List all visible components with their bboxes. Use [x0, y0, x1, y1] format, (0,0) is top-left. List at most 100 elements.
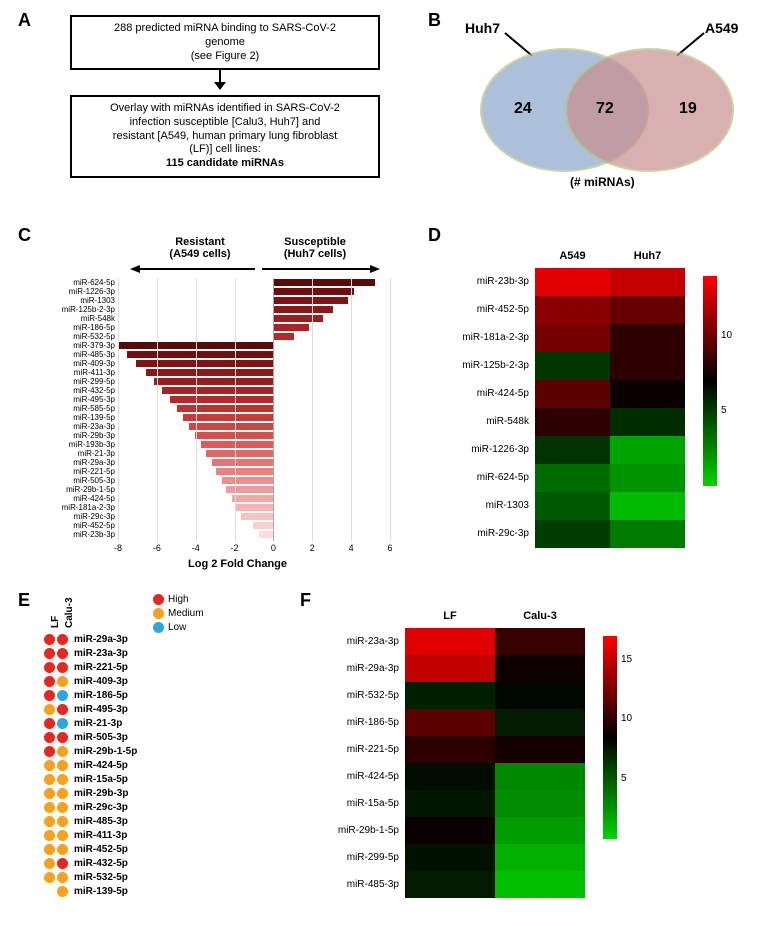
e-dot	[44, 830, 55, 841]
venn-mid-count: 72	[596, 100, 614, 118]
c-sub-left: (A549 cells)	[169, 248, 230, 260]
hm-cell	[495, 709, 585, 736]
venn-caption: (# miRNAs)	[570, 175, 635, 189]
hm-row-label: miR-23a-3p	[320, 636, 399, 647]
e-dot	[57, 704, 68, 715]
hm-cell	[610, 464, 685, 492]
e-dot	[57, 872, 68, 883]
c-bar-label: miR-424-5p	[40, 494, 119, 503]
hm-cell	[535, 324, 610, 352]
hm-row-label: miR-181a-2-3p	[450, 332, 529, 343]
hm-cell	[405, 763, 495, 790]
e-row-label: miR-21-3p	[74, 718, 122, 729]
hm-cell	[405, 655, 495, 682]
e-dot	[44, 704, 55, 715]
hm-row-label: miR-1303	[450, 500, 529, 511]
panel-label-d: D	[428, 225, 441, 246]
venn-left-label: Huh7	[465, 20, 500, 36]
hm-cell	[405, 871, 495, 898]
e-dot	[44, 816, 55, 827]
hm-cell	[535, 408, 610, 436]
c-bar-label: miR-21-3p	[40, 449, 119, 458]
e-dot	[44, 634, 55, 645]
c-bar-label: miR-29b-3p	[40, 431, 119, 440]
hm-cell	[535, 464, 610, 492]
c-bar-label: miR-29b-1-5p	[40, 485, 119, 494]
e-dot	[57, 858, 68, 869]
c-bar-label: miR-432-5p	[40, 386, 119, 395]
hm-cell	[610, 268, 685, 296]
e-dot	[57, 732, 68, 743]
hm-cbtick: 15	[621, 654, 632, 665]
flowchart-box-2: Overlay with miRNAs identified in SARS-C…	[70, 95, 380, 178]
hm-colorbar	[703, 276, 717, 486]
c-bar-label: miR-532-5p	[40, 332, 119, 341]
c-bar-label: miR-585-5p	[40, 404, 119, 413]
hm-row-label: miR-125b-2-3p	[450, 360, 529, 371]
e-rows-container: miR-29a-3pmiR-23a-3pmiR-221-5pmiR-409-3p…	[44, 632, 137, 898]
e-dot	[57, 802, 68, 813]
c-sub-right: (Huh7 cells)	[284, 248, 346, 260]
hm-cell	[535, 436, 610, 464]
hm-cell	[610, 520, 685, 548]
c-title-left: Resistant	[175, 236, 225, 248]
e-row-label: miR-485-3p	[74, 816, 128, 827]
hm-row-label: miR-424-5p	[320, 771, 399, 782]
panel-d-heatmap: A549Huh7miR-23b-3pmiR-452-5pmiR-181a-2-3…	[450, 250, 750, 560]
flow2-line3: resistant [A549, human primary lung fibr…	[80, 130, 370, 144]
hm-cell	[535, 352, 610, 380]
e-row-label: miR-432-5p	[74, 858, 128, 869]
c-bar-label: miR-23a-3p	[40, 422, 119, 431]
hm-cell	[610, 436, 685, 464]
hm-cell	[405, 817, 495, 844]
hm-cbtick: 5	[721, 405, 727, 416]
c-bar-label: miR-29c-3p	[40, 512, 119, 521]
c-bar-label: miR-1303	[40, 296, 119, 305]
e-row-label: miR-532-5p	[74, 872, 128, 883]
flow2-line5: 115 candidate miRNAs	[80, 157, 370, 171]
e-dot	[44, 746, 55, 757]
e-row-label: miR-409-3p	[74, 676, 128, 687]
c-bar-label: miR-505-3p	[40, 476, 119, 485]
hm-col-label: LF	[443, 610, 456, 622]
hm-row-label: miR-23b-3p	[450, 276, 529, 287]
c-header-left: Resistant (A549 cells)	[155, 236, 245, 260]
c-bar-label: miR-485-3p	[40, 350, 119, 359]
hm-cell	[495, 736, 585, 763]
e-dot	[57, 760, 68, 771]
legend-dot	[153, 608, 164, 619]
legend-label: High	[168, 594, 189, 605]
e-row-label: miR-424-5p	[74, 760, 128, 771]
c-bar-label: miR-624-5p	[40, 278, 119, 287]
hm-cell	[610, 492, 685, 520]
hm-cell	[495, 655, 585, 682]
e-row-label: miR-29a-3p	[74, 634, 128, 645]
hm-cbtick: 10	[721, 330, 732, 341]
hm-cbtick: 5	[621, 773, 627, 784]
hm-row-label: miR-485-3p	[320, 879, 399, 890]
c-bar-label: miR-411-3p	[40, 368, 119, 377]
venn-left-count: 24	[514, 100, 532, 118]
e-dot	[57, 662, 68, 673]
c-bar-label: miR-379-3p	[40, 341, 119, 350]
hm-cell	[405, 682, 495, 709]
e-dot	[57, 634, 68, 645]
hm-cell	[610, 408, 685, 436]
hm-cell	[535, 380, 610, 408]
e-dot	[57, 886, 68, 897]
hm-row-label: miR-299-5p	[320, 852, 399, 863]
e-row-label: miR-452-5p	[74, 844, 128, 855]
hm-cell	[495, 763, 585, 790]
e-row-label: miR-221-5p	[74, 662, 128, 673]
hm-colorbar	[603, 636, 617, 839]
hm-cell	[495, 844, 585, 871]
c-header-right: Susceptible (Huh7 cells)	[265, 236, 365, 260]
hm-cell	[495, 682, 585, 709]
e-dot	[44, 718, 55, 729]
panel-label-f: F	[300, 590, 311, 611]
e-row-label: miR-505-3p	[74, 732, 128, 743]
legend-label: Low	[168, 622, 186, 633]
figure-root: A B C D E F 288 predicted miRNA binding …	[10, 10, 763, 916]
hm-row-label: miR-29a-3p	[320, 663, 399, 674]
e-dot	[57, 746, 68, 757]
